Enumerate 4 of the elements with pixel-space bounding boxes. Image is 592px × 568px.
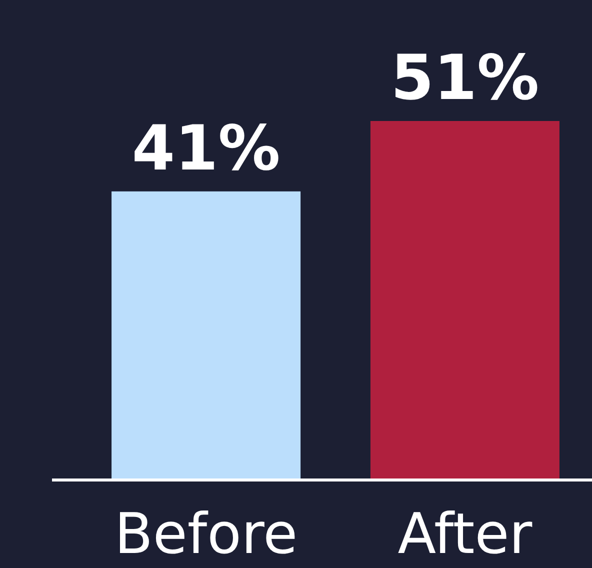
data-label: 41% [132,111,280,184]
data-label: 51% [390,41,540,114]
x-tick-label: Before [114,502,298,567]
x-tick-label: After [398,502,534,567]
